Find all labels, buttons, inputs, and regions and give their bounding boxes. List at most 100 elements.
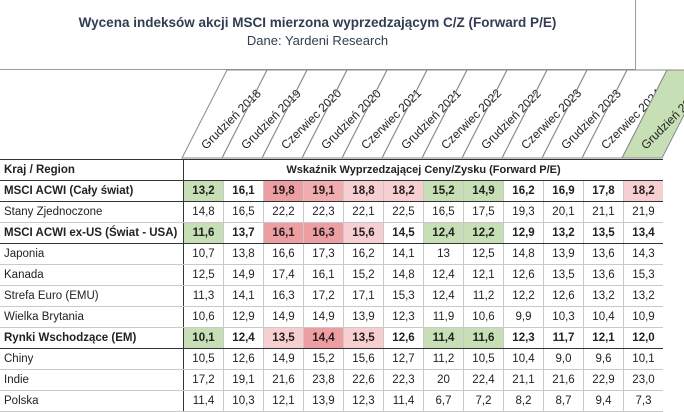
value-cell: 23,0 xyxy=(623,369,663,391)
value-cell: 11,6 xyxy=(183,222,224,244)
value-cell: 13,5 xyxy=(543,264,584,286)
value-cell: 17,5 xyxy=(463,201,504,223)
value-cell: 16,5 xyxy=(223,201,264,223)
page-subtitle: Dane: Yardeni Research xyxy=(246,33,389,48)
value-cell: 16,3 xyxy=(303,222,344,244)
value-cell: 11,9 xyxy=(423,306,464,328)
value-cell: 22,4 xyxy=(463,369,504,391)
value-cell: 12,1 xyxy=(583,327,624,349)
value-cell: 12,7 xyxy=(383,348,424,370)
value-cell: 13,4 xyxy=(623,222,663,244)
value-cell: 12,5 xyxy=(183,264,224,286)
row-label: Rynki Wschodzące (EM) xyxy=(0,327,184,349)
value-cell: 15,2 xyxy=(423,180,464,202)
value-cell: 12,6 xyxy=(543,285,584,307)
value-cell: 14,9 xyxy=(263,306,304,328)
value-cell: 21,1 xyxy=(503,369,544,391)
value-cell: 14,3 xyxy=(623,243,663,265)
value-cell: 12,3 xyxy=(383,306,424,328)
value-cell: 13,5 xyxy=(583,222,624,244)
value-cell: 7,3 xyxy=(623,390,663,412)
value-cell: 12,1 xyxy=(463,264,504,286)
value-cell: 19,3 xyxy=(503,201,544,223)
value-cell: 6,7 xyxy=(423,390,464,412)
date-header-cell xyxy=(621,69,684,159)
value-cell: 18,8 xyxy=(343,180,384,202)
value-cell: 10,1 xyxy=(183,327,224,349)
value-cell: 12,2 xyxy=(463,222,504,244)
value-cell: 14,8 xyxy=(383,264,424,286)
value-cell: 12,9 xyxy=(223,306,264,328)
value-cell: 12,1 xyxy=(263,390,304,412)
value-cell: 15,2 xyxy=(303,348,344,370)
value-cell: 19,1 xyxy=(223,369,264,391)
value-cell: 10,4 xyxy=(503,348,544,370)
value-cell: 10,6 xyxy=(183,306,224,328)
value-cell: 10,5 xyxy=(463,348,504,370)
value-cell: 13,9 xyxy=(543,243,584,265)
value-cell: 22,5 xyxy=(383,201,424,223)
table-row: Wielka Brytania 10,6 12,9 14,9 14,9 13,9 12,3 1… xyxy=(0,306,663,328)
value-cell: 14,9 xyxy=(463,180,504,202)
data-table: Kraj / Region Wskaźnik Wyprzedzającej Cen… xyxy=(0,159,663,412)
value-cell: 13,2 xyxy=(543,222,584,244)
value-cell: 17,8 xyxy=(583,180,624,202)
value-cell: 15,6 xyxy=(343,348,384,370)
value-cell: 14,4 xyxy=(303,327,344,349)
value-cell: 9,6 xyxy=(583,348,624,370)
value-cell: 12,6 xyxy=(223,348,264,370)
value-cell: 19,1 xyxy=(303,180,344,202)
value-cell: 12,3 xyxy=(503,327,544,349)
value-cell: 16,1 xyxy=(303,264,344,286)
row-label: MSCI ACWI (Cały świat) xyxy=(0,180,184,202)
value-cell: 17,3 xyxy=(303,243,344,265)
value-cell: 13,2 xyxy=(583,285,624,307)
value-cell: 13,9 xyxy=(343,306,384,328)
row-label: Kanada xyxy=(0,264,184,286)
table-row: Indie 17,2 19,1 21,6 23,8 22,6 22,3 20 22,4 21,1 2… xyxy=(0,369,663,391)
row-label: Chiny xyxy=(0,348,184,370)
metric-header: Wskaźnik Wyprzedzającej Ceny/Zysku (Forw… xyxy=(183,159,663,181)
value-cell: 22,2 xyxy=(263,201,304,223)
value-cell: 15,2 xyxy=(343,264,384,286)
value-cell: 12,3 xyxy=(343,390,384,412)
table-row: Rynki Wschodzące (EM) 10,1 12,4 13,5 14,4 13,… xyxy=(0,327,663,349)
table-row: Kanada 12,5 14,9 17,4 16,1 15,2 14,8 12,4 12,1 12… xyxy=(0,264,663,286)
value-cell: 9,9 xyxy=(503,306,544,328)
value-cell: 21,9 xyxy=(623,201,663,223)
value-cell: 22,3 xyxy=(303,201,344,223)
value-cell: 13 xyxy=(423,243,464,265)
value-cell: 12,6 xyxy=(383,327,424,349)
value-cell: 18,2 xyxy=(383,180,424,202)
value-cell: 13,5 xyxy=(263,327,304,349)
value-cell: 11,4 xyxy=(423,327,464,349)
value-cell: 12,0 xyxy=(623,327,663,349)
value-cell: 13,2 xyxy=(623,285,663,307)
value-cell: 18,2 xyxy=(623,180,663,202)
value-cell: 14,1 xyxy=(223,285,264,307)
table-row: Japonia 10,7 13,8 16,6 17,3 16,2 14,1 13 12,5 14,… xyxy=(0,243,663,265)
value-cell: 21,6 xyxy=(263,369,304,391)
value-cell: 7,2 xyxy=(463,390,504,412)
table-row: MSCI ACWI (Cały świat) 13,2 16,1 19,8 19,1 18… xyxy=(0,180,663,202)
value-cell: 13,5 xyxy=(343,327,384,349)
value-cell: 23,8 xyxy=(303,369,344,391)
value-cell: 17,4 xyxy=(263,264,304,286)
table-row: Stany Zjednoczone 14,8 16,5 22,2 22,3 22,1 22,… xyxy=(0,201,663,223)
value-cell: 22,1 xyxy=(343,201,384,223)
value-cell: 13,6 xyxy=(583,264,624,286)
value-cell: 14,9 xyxy=(223,264,264,286)
value-cell: 13,8 xyxy=(223,243,264,265)
value-cell: 14,8 xyxy=(503,243,544,265)
row-label: Japonia xyxy=(0,243,184,265)
value-cell: 22,3 xyxy=(383,369,424,391)
value-cell: 14,9 xyxy=(303,306,344,328)
value-cell: 21,1 xyxy=(583,201,624,223)
value-cell: 12,4 xyxy=(223,327,264,349)
value-cell: 13,7 xyxy=(223,222,264,244)
value-cell: 10,5 xyxy=(183,348,224,370)
value-cell: 14,9 xyxy=(263,348,304,370)
value-cell: 16,9 xyxy=(543,180,584,202)
